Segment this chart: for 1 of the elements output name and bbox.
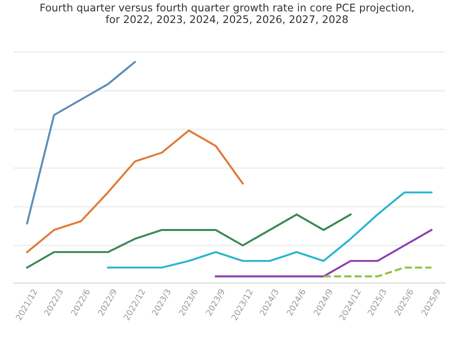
chart-title: Fourth quarter versus fourth quarter growth rate in core PCE projection, for 2022, 2023, 2024, 2025, 2026, 2027, 2028 — [40, 3, 414, 24]
